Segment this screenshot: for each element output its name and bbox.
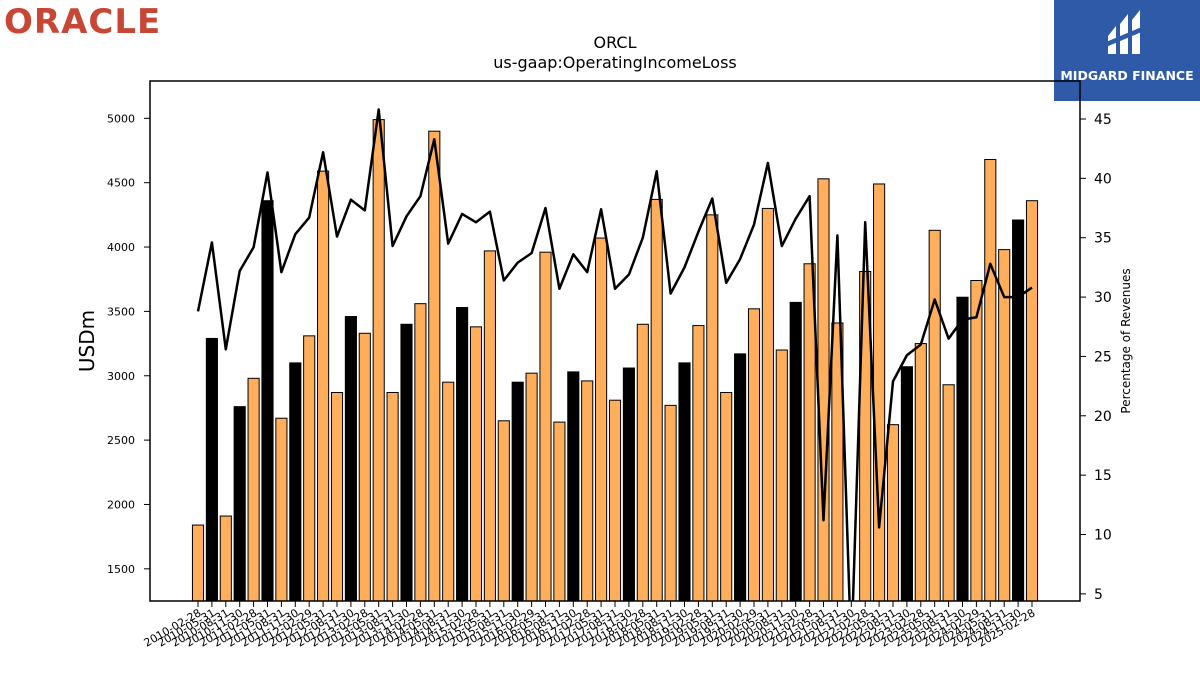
bar [595,237,608,602]
chart-title: ORCL [594,33,637,52]
bar [233,406,246,602]
bar [567,371,580,602]
bar [1012,219,1025,602]
bar [664,404,677,602]
bar [428,130,441,602]
y2-tick-label: 35 [1094,231,1112,247]
y-tick-label: 4000 [107,241,135,254]
y2-tick-label: 20 [1094,409,1112,425]
y2-tick-label: 5 [1094,587,1103,603]
bar [581,380,594,602]
y2-tick-label: 25 [1094,349,1112,365]
oracle-logo: ORACLE [4,2,162,42]
bar [261,200,274,602]
y2-tick-label: 45 [1094,112,1112,128]
bar [372,119,385,602]
bar [984,159,997,602]
bar [205,337,218,602]
bar [539,251,552,602]
bar [275,417,288,602]
line-layer [196,108,1033,601]
bar [497,420,510,602]
bar [914,343,927,602]
y2-tick-label: 15 [1094,468,1112,484]
bar [442,381,455,602]
bar [900,366,913,602]
bar [928,229,941,602]
midgard-finance-logo: MIDGARD FINANCE [1054,0,1200,101]
bar [386,391,399,602]
y-tick-label: 2500 [107,434,135,447]
bar [650,198,663,602]
bar [330,391,344,602]
bar [886,424,900,602]
bar [191,524,205,602]
bar [761,207,774,602]
bar [720,391,733,602]
bar [219,515,232,602]
bar [358,332,371,602]
y-tick-label: 2000 [107,498,135,511]
bar [706,214,719,602]
y2-tick-label: 40 [1094,171,1112,187]
bar [692,325,705,602]
y-tick-label: 3000 [107,370,135,383]
y-axis-label: USDm [75,310,99,372]
bar [344,316,357,602]
bar [608,399,622,602]
bar [970,280,983,602]
y-tick-label: 1500 [107,563,135,576]
bar [414,303,427,602]
axes-layer: 1500 2000 2500 3000 3500 4000 4500 5000 5 10 15 20 2… [107,112,1112,650]
bar [303,335,316,602]
bar [469,326,483,602]
bar [622,367,635,602]
bar [873,183,886,602]
bar [289,362,302,602]
bar [483,250,496,602]
bars-layer [191,119,1039,602]
bar [678,362,691,602]
midgard-finance-label: MIDGARD FINANCE [1060,68,1194,83]
y-tick-label: 4500 [107,177,135,190]
bar [817,178,830,602]
bar [525,372,538,602]
bar [247,377,260,602]
bar [789,301,802,602]
chart-subtitle: us-gaap:OperatingIncomeLoss [493,53,737,72]
bar [456,307,469,602]
y-tick-label: 5000 [107,112,135,125]
y-tick-label: 3500 [107,305,135,318]
bar [400,323,413,602]
bar [734,353,747,602]
bar [775,349,788,602]
bar [747,308,761,602]
bar [553,421,566,602]
percentage-line [196,108,1033,601]
y2-tick-label: 10 [1094,528,1112,544]
bar [317,170,330,602]
y2-tick-label: 30 [1094,290,1112,306]
bar [998,249,1011,602]
bar [956,296,969,602]
bar [1025,200,1039,602]
y2-axis-label: Percentage of Revenues [1119,268,1133,413]
midgard-monogram-icon [1106,10,1144,54]
bar [942,384,955,602]
bar [511,381,524,602]
bar [636,323,649,602]
